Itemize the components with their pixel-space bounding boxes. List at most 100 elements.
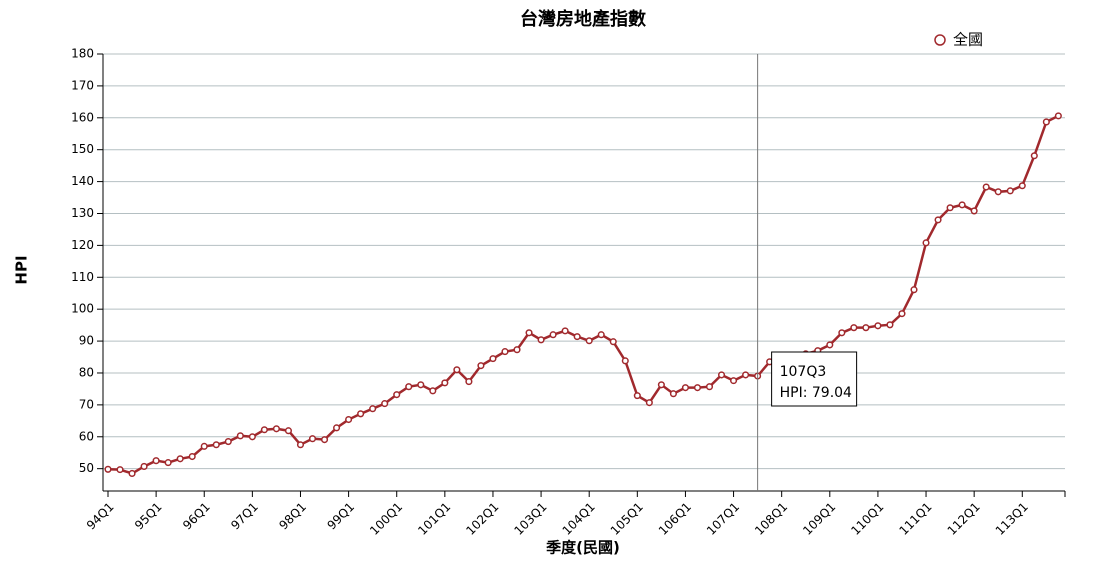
data-point <box>850 324 858 332</box>
x-tick-label: 97Q1 <box>228 500 261 533</box>
y-tick-label: 100 <box>71 302 94 316</box>
data-point <box>200 442 208 450</box>
x-tick-label: 95Q1 <box>132 500 165 533</box>
data-point <box>705 383 714 391</box>
tooltip-box <box>771 351 858 407</box>
x-tick-label: 98Q1 <box>276 500 309 533</box>
data-point <box>826 341 834 349</box>
y-tick-label: 130 <box>71 206 94 220</box>
data-point <box>669 390 677 398</box>
x-tick-label: 99Q1 <box>324 500 357 533</box>
data-point <box>393 391 401 399</box>
data-point <box>874 322 882 330</box>
data-point <box>1018 182 1026 190</box>
data-point <box>730 377 738 385</box>
data-point <box>597 331 605 339</box>
data-point <box>645 399 653 407</box>
data-point <box>561 327 569 335</box>
data-point <box>1006 187 1014 195</box>
data-point <box>922 239 930 247</box>
tooltip-category: 107Q3 <box>780 364 827 380</box>
y-tick-label: 70 <box>79 397 94 411</box>
data-point <box>284 427 293 435</box>
data-point <box>657 381 665 389</box>
chart-title: 台灣房地產指數 <box>520 8 646 30</box>
data-point <box>224 438 232 446</box>
x-tick-label: 111Q1 <box>896 500 934 538</box>
y-tick-label: 90 <box>79 334 94 348</box>
data-point <box>429 387 437 395</box>
data-point <box>994 188 1002 196</box>
tooltip-value: HPI: 79.04 <box>780 385 852 401</box>
data-point <box>886 321 894 329</box>
data-point <box>188 453 196 461</box>
y-tick-label: 50 <box>79 461 94 475</box>
x-tick-label: 105Q1 <box>608 500 646 538</box>
x-tick-label: 101Q1 <box>415 500 453 538</box>
data-point <box>910 286 918 294</box>
data-point <box>898 310 906 318</box>
data-point <box>357 410 365 418</box>
data-point <box>405 383 413 391</box>
x-tick-label: 113Q1 <box>993 500 1031 538</box>
data-point <box>236 432 244 440</box>
data-point <box>489 355 497 363</box>
data-point <box>609 338 617 346</box>
data-point <box>417 381 425 389</box>
data-point <box>982 183 990 191</box>
data-point <box>573 333 581 341</box>
data-point <box>140 462 148 470</box>
y-tick-label: 80 <box>79 365 94 379</box>
data-point <box>272 425 280 433</box>
x-tick-label: 103Q1 <box>512 500 550 538</box>
data-point <box>621 357 629 365</box>
data-point <box>176 455 184 463</box>
y-tick-label: 180 <box>71 47 94 61</box>
x-tick-label: 110Q1 <box>848 500 886 538</box>
y-tick-label: 150 <box>71 142 94 156</box>
data-point <box>152 457 160 465</box>
y-tick-label: 160 <box>71 110 94 124</box>
data-point <box>1054 112 1062 120</box>
data-point <box>537 336 545 344</box>
x-tick-label: 108Q1 <box>752 500 790 538</box>
data-point <box>946 204 954 212</box>
y-tick-label: 170 <box>71 78 94 92</box>
data-point <box>320 436 329 444</box>
series-line <box>107 114 1059 475</box>
x-tick-label: 106Q1 <box>656 500 694 538</box>
x-tick-label: 94Q1 <box>84 500 117 533</box>
data-point <box>742 371 750 379</box>
data-point <box>862 324 870 332</box>
y-tick-label: 60 <box>79 429 94 443</box>
data-point <box>970 207 978 215</box>
data-point <box>958 201 966 209</box>
data-point <box>693 384 702 392</box>
x-axis-label: 季度(民國) <box>546 539 620 557</box>
data-point <box>296 441 305 449</box>
data-point <box>441 379 449 387</box>
x-tick-label: 102Q1 <box>463 500 501 538</box>
data-point <box>116 466 124 474</box>
x-tick-label: 104Q1 <box>560 500 598 538</box>
data-point <box>465 378 473 386</box>
data-point <box>717 371 726 379</box>
data-point <box>381 400 389 408</box>
data-point <box>164 459 172 467</box>
data-point <box>934 216 942 224</box>
data-point <box>681 384 689 392</box>
tooltip: 107Q3 HPI: 79.04 <box>771 351 858 407</box>
x-tick-label: 96Q1 <box>180 500 213 533</box>
y-tick-label: 140 <box>71 174 94 188</box>
data-point <box>212 441 220 449</box>
data-point <box>333 424 341 432</box>
data-point <box>104 465 112 473</box>
data-point <box>260 426 268 434</box>
data-point <box>453 366 461 374</box>
y-axis-label: HPI <box>13 255 31 284</box>
data-point <box>248 433 256 441</box>
x-tick-label: 112Q1 <box>945 500 983 538</box>
data-point <box>345 415 353 424</box>
x-tick-label: 109Q1 <box>800 500 838 538</box>
